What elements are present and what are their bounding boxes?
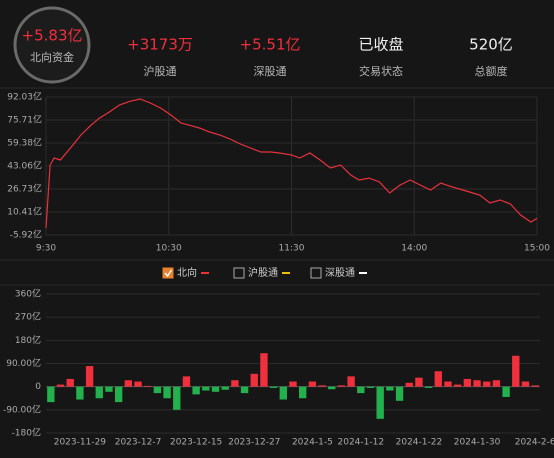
x-tick-label: 2023-12-27 xyxy=(228,438,280,448)
bar xyxy=(405,382,413,387)
bar xyxy=(521,381,530,387)
bar xyxy=(453,384,462,387)
bar xyxy=(424,386,433,388)
stat-value: +3173万 xyxy=(127,36,193,54)
bar xyxy=(289,381,297,387)
main-value: +5.83亿 xyxy=(22,27,83,45)
bar xyxy=(231,380,239,387)
y-tick-label: 43.06亿 xyxy=(7,159,42,171)
legend-label[interactable]: 深股通 xyxy=(325,267,355,279)
bar xyxy=(269,386,278,388)
stat-label: 总额度 xyxy=(475,64,508,78)
bar xyxy=(531,385,539,387)
bar xyxy=(260,353,268,387)
x-tick-label: 2023-12-7 xyxy=(115,438,162,448)
bar xyxy=(173,386,181,410)
x-tick-label: 2024-1-12 xyxy=(338,438,385,448)
bar xyxy=(279,386,287,400)
y-tick-label: -90.00亿 xyxy=(3,403,41,415)
stat-label: 沪股通 xyxy=(144,64,177,78)
x-tick-label: 11:30 xyxy=(279,244,305,254)
legend-checkbox[interactable] xyxy=(233,267,245,279)
bar xyxy=(395,386,404,401)
bar xyxy=(144,385,152,387)
x-tick-label: 2023-12-15 xyxy=(170,438,222,448)
bar xyxy=(124,380,133,387)
bar xyxy=(299,386,307,399)
legend-label[interactable]: 沪股通 xyxy=(248,266,278,279)
bar xyxy=(318,385,326,387)
x-tick-label: 9:30 xyxy=(36,244,56,254)
bar xyxy=(182,376,191,387)
y-tick-label: 26.73亿 xyxy=(7,183,42,195)
line-series xyxy=(45,98,538,229)
bar xyxy=(483,381,491,387)
bar xyxy=(211,386,220,392)
bar xyxy=(376,386,384,419)
bar xyxy=(85,366,94,387)
bar xyxy=(95,386,103,399)
y-tick-label: -180亿 xyxy=(12,427,41,439)
bar xyxy=(357,386,365,394)
bar xyxy=(512,355,520,387)
legend-label[interactable]: 北向 xyxy=(177,266,197,279)
bar xyxy=(308,381,317,387)
stat-label: 交易状态 xyxy=(359,64,403,78)
main-label: 北向资金 xyxy=(30,50,74,64)
x-tick-label: 2024-2-6 xyxy=(515,438,554,448)
main-circle xyxy=(13,6,91,84)
bar xyxy=(434,371,442,387)
y-tick-label: 270亿 xyxy=(15,311,41,323)
x-tick-label: 2023-11-29 xyxy=(54,438,107,448)
bar xyxy=(415,377,423,387)
bar xyxy=(114,386,123,403)
bar xyxy=(347,376,355,387)
stat-value: 已收盘 xyxy=(358,36,403,54)
bar xyxy=(134,381,142,387)
x-tick-label: 2024-1-30 xyxy=(454,438,501,448)
bar xyxy=(221,386,229,390)
y-tick-label: -5.92亿 xyxy=(10,229,42,241)
legend-checkbox[interactable] xyxy=(162,267,174,279)
legend-checkbox[interactable] xyxy=(310,267,322,279)
bar xyxy=(492,380,501,387)
y-tick-label: 90.00亿 xyxy=(6,357,41,369)
x-tick-label: 14:00 xyxy=(401,244,427,254)
bar xyxy=(163,386,171,399)
y-tick-label: 59.38亿 xyxy=(7,137,42,149)
bar xyxy=(76,386,84,400)
bar xyxy=(473,380,481,387)
bar xyxy=(337,385,346,387)
y-tick-label: 180亿 xyxy=(15,334,41,346)
x-tick-label: 2024-1-22 xyxy=(396,438,443,448)
bar xyxy=(502,386,510,397)
y-tick-label: 92.03亿 xyxy=(7,91,42,103)
bar xyxy=(250,373,258,387)
x-tick-label: 2024-1-5 xyxy=(292,438,333,448)
y-tick-label: 360亿 xyxy=(15,288,41,300)
y-tick-label: 10.41亿 xyxy=(7,205,42,217)
stat-value: +5.51亿 xyxy=(240,36,301,54)
bar xyxy=(66,378,74,387)
bar xyxy=(153,386,162,394)
y-tick-label: 75.71亿 xyxy=(7,113,42,125)
bar xyxy=(463,378,472,387)
bar xyxy=(56,384,65,387)
bar xyxy=(386,386,394,391)
bar xyxy=(240,386,249,394)
bar xyxy=(444,381,452,387)
bar xyxy=(202,386,210,391)
x-tick-label: 15:00 xyxy=(524,244,550,254)
bar xyxy=(47,386,55,403)
stat-label: 深股通 xyxy=(254,65,287,78)
bar xyxy=(192,386,200,395)
y-tick-label: 0 xyxy=(35,382,41,392)
stat-value: 520亿 xyxy=(469,36,513,54)
bar xyxy=(366,386,375,388)
legend-check xyxy=(164,269,173,278)
bar xyxy=(105,386,113,392)
x-tick-label: 10:30 xyxy=(156,244,182,254)
bar xyxy=(328,386,336,390)
